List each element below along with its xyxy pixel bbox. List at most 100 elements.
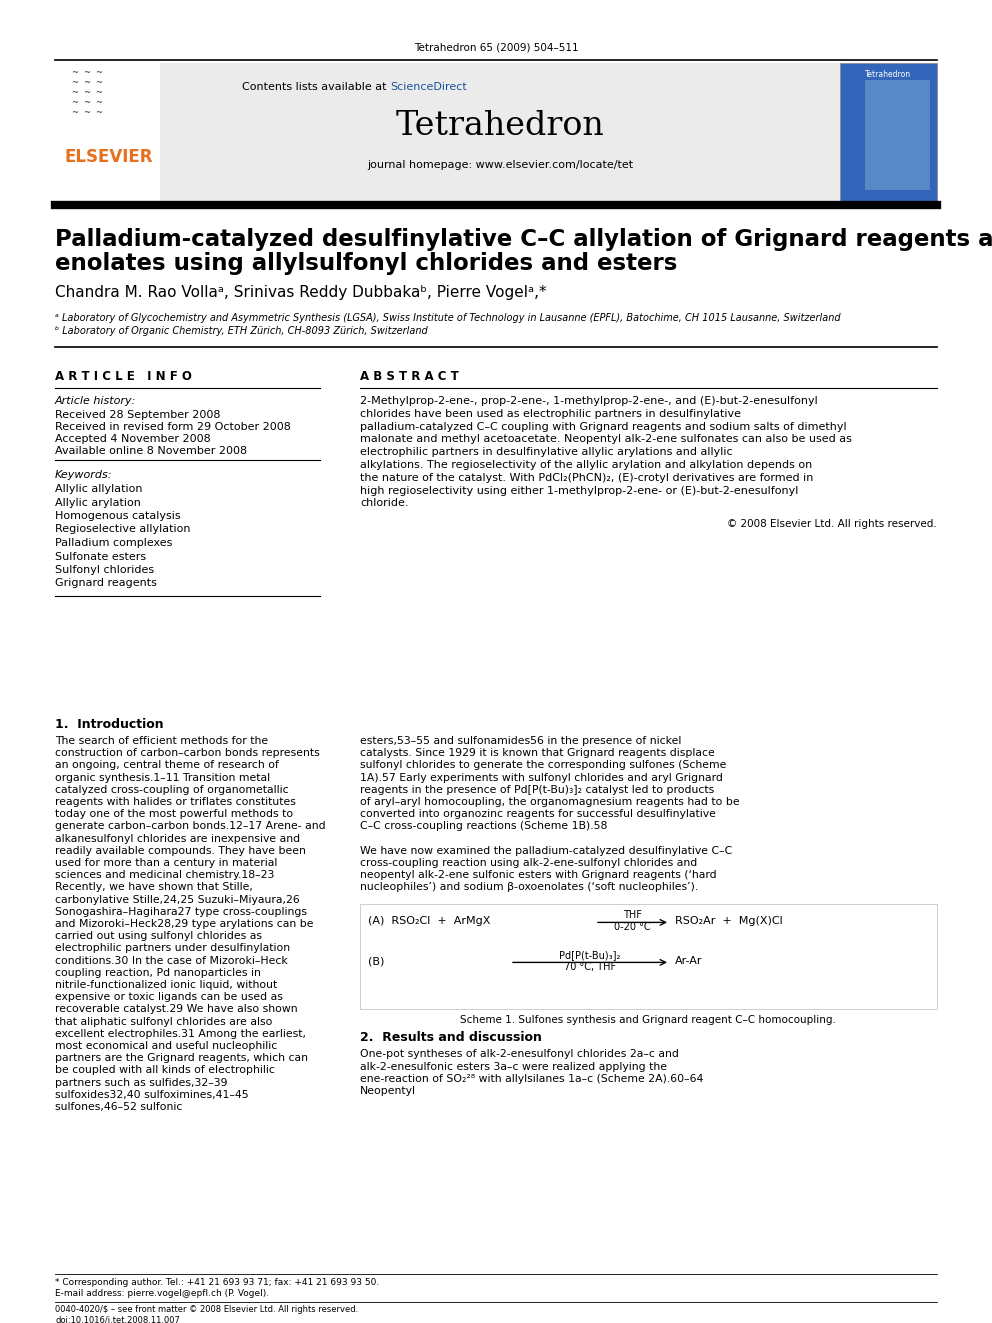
Text: sciences and medicinal chemistry.18–23: sciences and medicinal chemistry.18–23	[55, 871, 275, 880]
Text: recoverable catalyst.29 We have also shown: recoverable catalyst.29 We have also sho…	[55, 1004, 298, 1015]
Text: E-mail address: pierre.vogel@epfl.ch (P. Vogel).: E-mail address: pierre.vogel@epfl.ch (P.…	[55, 1289, 269, 1298]
Text: Regioselective allylation: Regioselective allylation	[55, 524, 190, 534]
Text: Accepted 4 November 2008: Accepted 4 November 2008	[55, 434, 210, 445]
Text: 1A).57 Early experiments with sulfonyl chlorides and aryl Grignard: 1A).57 Early experiments with sulfonyl c…	[360, 773, 723, 783]
Text: journal homepage: www.elsevier.com/locate/tet: journal homepage: www.elsevier.com/locat…	[367, 160, 633, 169]
Text: Grignard reagents: Grignard reagents	[55, 578, 157, 589]
Text: THF: THF	[623, 910, 642, 921]
Text: Palladium complexes: Palladium complexes	[55, 538, 173, 548]
Text: ~: ~	[71, 98, 78, 107]
Text: Available online 8 November 2008: Available online 8 November 2008	[55, 446, 247, 456]
Text: readily available compounds. They have been: readily available compounds. They have b…	[55, 845, 306, 856]
Text: ~: ~	[71, 89, 78, 97]
Text: Tetrahedron 65 (2009) 504–511: Tetrahedron 65 (2009) 504–511	[414, 42, 578, 52]
Text: ScienceDirect: ScienceDirect	[390, 82, 467, 93]
FancyBboxPatch shape	[840, 64, 937, 202]
Text: nitrile-functionalized ionic liquid, without: nitrile-functionalized ionic liquid, wit…	[55, 980, 277, 990]
Text: ELSEVIER: ELSEVIER	[65, 148, 154, 165]
Text: electrophilic partners under desulfinylation: electrophilic partners under desulfinyla…	[55, 943, 290, 954]
Text: conditions.30 In the case of Mizoroki–Heck: conditions.30 In the case of Mizoroki–He…	[55, 955, 288, 966]
Text: partners are the Grignard reagents, which can: partners are the Grignard reagents, whic…	[55, 1053, 308, 1064]
Text: high regioselectivity using either 1-methylprop-2-ene- or (E)-but-2-enesulfonyl: high regioselectivity using either 1-met…	[360, 486, 799, 496]
Text: of aryl–aryl homocoupling, the organomagnesium reagents had to be: of aryl–aryl homocoupling, the organomag…	[360, 796, 740, 807]
Text: 2.  Results and discussion: 2. Results and discussion	[360, 1032, 542, 1044]
Text: sulfoxides32,40 sulfoximines,41–45: sulfoxides32,40 sulfoximines,41–45	[55, 1090, 249, 1099]
Text: generate carbon–carbon bonds.12–17 Arene- and: generate carbon–carbon bonds.12–17 Arene…	[55, 822, 325, 831]
Text: sulfones,46–52 sulfonic: sulfones,46–52 sulfonic	[55, 1102, 183, 1113]
Text: malonate and methyl acetoacetate. Neopentyl alk-2-ene sulfonates can also be use: malonate and methyl acetoacetate. Neopen…	[360, 434, 852, 445]
Text: ~: ~	[95, 98, 102, 107]
Text: enolates using allylsulfonyl chlorides and esters: enolates using allylsulfonyl chlorides a…	[55, 251, 678, 275]
Text: Ar-Ar: Ar-Ar	[675, 957, 702, 966]
Text: Sulfonyl chlorides: Sulfonyl chlorides	[55, 565, 154, 576]
Text: reagents in the presence of Pd[P(t-Bu)₃]₂ catalyst led to products: reagents in the presence of Pd[P(t-Bu)₃]…	[360, 785, 714, 795]
Text: esters,53–55 and sulfonamides56 in the presence of nickel: esters,53–55 and sulfonamides56 in the p…	[360, 736, 682, 746]
Text: be coupled with all kinds of electrophilic: be coupled with all kinds of electrophil…	[55, 1065, 275, 1076]
Text: Homogenous catalysis: Homogenous catalysis	[55, 511, 181, 521]
Text: doi:10.1016/j.tet.2008.11.007: doi:10.1016/j.tet.2008.11.007	[55, 1316, 180, 1323]
Text: Scheme 1. Sulfones synthesis and Grignard reagent C–C homocoupling.: Scheme 1. Sulfones synthesis and Grignar…	[460, 1015, 836, 1025]
Text: ᵃ Laboratory of Glycochemistry and Asymmetric Synthesis (LGSA), Swiss Institute : ᵃ Laboratory of Glycochemistry and Asymm…	[55, 314, 840, 323]
Text: ~: ~	[83, 89, 90, 97]
Text: ~: ~	[71, 67, 78, 77]
Text: Recently, we have shown that Stille,: Recently, we have shown that Stille,	[55, 882, 253, 893]
Text: One-pot syntheses of alk-2-enesulfonyl chlorides 2a–c and: One-pot syntheses of alk-2-enesulfonyl c…	[360, 1049, 679, 1060]
Text: 1.  Introduction: 1. Introduction	[55, 718, 164, 732]
Text: excellent electrophiles.31 Among the earliest,: excellent electrophiles.31 Among the ear…	[55, 1029, 306, 1039]
Text: Contents lists available at: Contents lists available at	[242, 82, 390, 93]
Text: most economical and useful nucleophilic: most economical and useful nucleophilic	[55, 1041, 277, 1050]
Text: ~: ~	[83, 108, 90, 116]
Text: Tetrahedron: Tetrahedron	[396, 110, 604, 142]
Text: carbonylative Stille,24,25 Suzuki–Miyaura,26: carbonylative Stille,24,25 Suzuki–Miyaur…	[55, 894, 300, 905]
Text: and Mizoroki–Heck28,29 type arylations can be: and Mizoroki–Heck28,29 type arylations c…	[55, 919, 313, 929]
Text: carried out using sulfonyl chlorides as: carried out using sulfonyl chlorides as	[55, 931, 262, 941]
Text: ~: ~	[71, 78, 78, 87]
Text: Keywords:: Keywords:	[55, 470, 112, 480]
Text: partners such as sulfides,32–39: partners such as sulfides,32–39	[55, 1078, 227, 1088]
Text: ~: ~	[83, 78, 90, 87]
Text: alk-2-enesulfonic esters 3a–c were realized applying the: alk-2-enesulfonic esters 3a–c were reali…	[360, 1061, 667, 1072]
FancyBboxPatch shape	[360, 905, 937, 1009]
FancyBboxPatch shape	[160, 64, 840, 202]
Text: organic synthesis.1–11 Transition metal: organic synthesis.1–11 Transition metal	[55, 773, 270, 783]
Text: sulfonyl chlorides to generate the corresponding sulfones (Scheme: sulfonyl chlorides to generate the corre…	[360, 761, 726, 770]
Text: C–C cross-coupling reactions (Scheme 1B).58: C–C cross-coupling reactions (Scheme 1B)…	[360, 822, 607, 831]
Text: chlorides have been used as electrophilic partners in desulfinylative: chlorides have been used as electrophili…	[360, 409, 741, 419]
Text: ᵇ Laboratory of Organic Chemistry, ETH Zürich, CH-8093 Zürich, Switzerland: ᵇ Laboratory of Organic Chemistry, ETH Z…	[55, 325, 428, 336]
Text: alkylations. The regioselectivity of the allylic arylation and alkylation depend: alkylations. The regioselectivity of the…	[360, 460, 812, 470]
Text: nucleophiles’) and sodium β-oxoenolates (‘soft nucleophiles’).: nucleophiles’) and sodium β-oxoenolates …	[360, 882, 698, 892]
Text: catalyzed cross-coupling of organometallic: catalyzed cross-coupling of organometall…	[55, 785, 289, 795]
Text: construction of carbon–carbon bonds represents: construction of carbon–carbon bonds repr…	[55, 749, 319, 758]
Text: 2-Methylprop-2-ene-, prop-2-ene-, 1-methylprop-2-ene-, and (E)-but-2-enesulfonyl: 2-Methylprop-2-ene-, prop-2-ene-, 1-meth…	[360, 396, 817, 406]
Text: palladium-catalyzed C–C coupling with Grignard reagents and sodium salts of dime: palladium-catalyzed C–C coupling with Gr…	[360, 422, 846, 431]
Text: ~: ~	[83, 98, 90, 107]
Text: Received 28 September 2008: Received 28 September 2008	[55, 410, 220, 419]
Text: We have now examined the palladium-catalyzed desulfinylative C–C: We have now examined the palladium-catal…	[360, 845, 732, 856]
Text: 70 °C, THF: 70 °C, THF	[563, 962, 616, 972]
Text: The search of efficient methods for the: The search of efficient methods for the	[55, 736, 268, 746]
Text: ~: ~	[83, 67, 90, 77]
FancyBboxPatch shape	[55, 64, 160, 202]
Text: © 2008 Elsevier Ltd. All rights reserved.: © 2008 Elsevier Ltd. All rights reserved…	[727, 519, 937, 529]
FancyBboxPatch shape	[865, 79, 930, 191]
Text: Sulfonate esters: Sulfonate esters	[55, 552, 146, 561]
Text: RSO₂Ar  +  Mg(X)Cl: RSO₂Ar + Mg(X)Cl	[675, 917, 783, 926]
Text: chloride.: chloride.	[360, 499, 409, 508]
Text: A B S T R A C T: A B S T R A C T	[360, 370, 458, 382]
Text: catalysts. Since 1929 it is known that Grignard reagents displace: catalysts. Since 1929 it is known that G…	[360, 749, 715, 758]
Text: Allylic arylation: Allylic arylation	[55, 497, 141, 508]
Text: ~: ~	[71, 108, 78, 116]
Text: (A)  RSO₂Cl  +  ArMgX: (A) RSO₂Cl + ArMgX	[368, 917, 490, 926]
Text: ~: ~	[95, 89, 102, 97]
Text: Received in revised form 29 October 2008: Received in revised form 29 October 2008	[55, 422, 291, 433]
Text: ~: ~	[95, 108, 102, 116]
Text: ~: ~	[95, 78, 102, 87]
Text: Tetrahedron: Tetrahedron	[865, 70, 911, 79]
Text: ene-reaction of SO₂²⁸ with allylsilanes 1a–c (Scheme 2A).60–64: ene-reaction of SO₂²⁸ with allylsilanes …	[360, 1074, 703, 1084]
Text: neopentyl alk-2-ene sulfonic esters with Grignard reagents (‘hard: neopentyl alk-2-ene sulfonic esters with…	[360, 871, 716, 880]
Text: Pd[P(t-Bu)₃]₂: Pd[P(t-Bu)₃]₂	[559, 950, 621, 960]
Text: expensive or toxic ligands can be used as: expensive or toxic ligands can be used a…	[55, 992, 283, 1003]
Text: Allylic allylation: Allylic allylation	[55, 484, 143, 493]
Text: Palladium-catalyzed desulfinylative C–C allylation of Grignard reagents and: Palladium-catalyzed desulfinylative C–C …	[55, 228, 992, 251]
Text: converted into organozinc reagents for successful desulfinylative: converted into organozinc reagents for s…	[360, 810, 716, 819]
